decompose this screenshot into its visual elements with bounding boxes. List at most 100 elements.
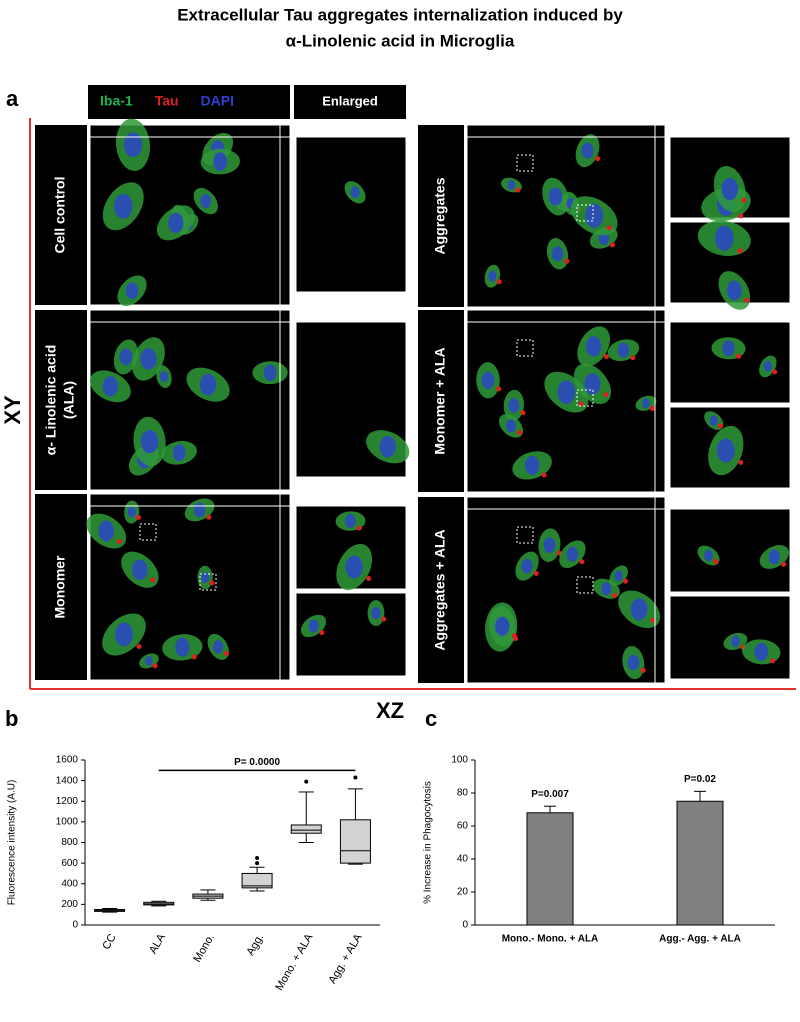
condition-box — [35, 125, 87, 305]
tau-spot — [612, 592, 618, 598]
nucleus — [145, 656, 153, 666]
nucleus — [194, 502, 206, 518]
tau-spot — [511, 633, 517, 639]
tau-spot — [515, 187, 521, 193]
title-line: α-Linolenic acid in Microglia — [286, 31, 515, 50]
y-axis-label: Fluorescence intensity (A.U) — [7, 780, 18, 906]
tau-spot — [609, 242, 615, 248]
tau-spot — [606, 225, 612, 231]
x-tick-label: Mono.- Mono. + ALA — [502, 934, 599, 945]
tau-spot — [356, 525, 362, 531]
y-tick-label: 800 — [61, 837, 78, 848]
tau-spot — [650, 617, 656, 623]
roi-box — [576, 576, 594, 594]
channel-label: Tau — [155, 93, 179, 109]
annotation: P=0.02 — [684, 774, 716, 785]
x-tick-label: CC — [100, 932, 118, 952]
y-tick-label: 1000 — [56, 817, 79, 828]
nucleus — [200, 194, 212, 209]
micrograph — [295, 136, 407, 293]
tau-spot — [136, 643, 142, 649]
tau-spot — [564, 258, 570, 264]
outlier — [255, 861, 260, 866]
y-tick-label: 100 — [451, 755, 468, 766]
tau-spot — [640, 667, 646, 673]
tau-spot — [116, 538, 122, 544]
tau-spot — [772, 369, 778, 375]
nucleus — [507, 180, 516, 191]
annotation: P= 0.0000 — [234, 757, 280, 768]
tau-spot — [579, 559, 585, 565]
header-box — [88, 85, 290, 119]
tau-spot — [319, 630, 325, 636]
nucleus — [495, 616, 510, 636]
nucleus — [716, 438, 735, 463]
tau-spot — [578, 401, 584, 407]
enlarged-header: Enlarged — [322, 93, 378, 108]
nucleus — [763, 360, 772, 372]
channel-label: DAPI — [201, 93, 234, 109]
nucleus — [175, 637, 190, 657]
condition-box — [35, 494, 87, 680]
tau-spot — [520, 410, 526, 416]
micrographs: Cell control α- Linolenic acid (ALA) Monome… — [35, 118, 791, 684]
nucleus — [140, 348, 157, 370]
tau-spot — [737, 248, 743, 254]
nucleus — [704, 549, 713, 562]
nucleus — [113, 193, 133, 219]
condition-label: (ALA) — [61, 381, 77, 419]
nucleus — [557, 380, 576, 405]
tau-spot — [381, 616, 387, 622]
box — [241, 872, 273, 889]
nucleus — [159, 371, 168, 383]
roi-box — [516, 154, 534, 172]
outlier — [353, 775, 358, 780]
nucleus — [115, 622, 133, 647]
nucleus — [350, 186, 360, 199]
nucleus — [551, 246, 564, 262]
nucleus — [345, 514, 356, 529]
nucleus — [714, 225, 734, 251]
tau-spot — [603, 392, 609, 398]
nucleus — [543, 537, 556, 554]
outlier — [304, 779, 309, 784]
y-tick-label: 0 — [462, 920, 468, 931]
nucleus — [263, 364, 277, 381]
tau-spot — [741, 197, 747, 203]
condition-label: Cell control — [52, 176, 68, 253]
axis-label: XZ — [376, 698, 404, 723]
nucleus — [125, 282, 139, 300]
roi-box — [199, 573, 217, 591]
nucleus — [627, 654, 640, 671]
tau-spot — [595, 156, 601, 162]
roi-box — [576, 389, 594, 407]
roi-box — [139, 523, 157, 541]
condition-label: Aggregates + ALA — [432, 529, 448, 650]
nucleus — [488, 270, 497, 282]
roi-box — [576, 204, 594, 222]
nucleus — [506, 419, 516, 433]
box — [290, 824, 322, 834]
nucleus — [721, 177, 739, 201]
condition-box — [35, 310, 87, 490]
nucleus — [524, 455, 540, 476]
panel-label: b — [5, 706, 18, 731]
y-tick-label: 40 — [457, 854, 469, 865]
tau-spot — [224, 651, 230, 657]
x-tick-label: ALA — [147, 931, 168, 956]
tau-spot — [623, 578, 629, 584]
annotation: P=0.007 — [531, 789, 569, 800]
nucleus — [768, 549, 780, 565]
channel-label: Iba-1 — [100, 93, 133, 109]
tau-spot — [136, 515, 142, 521]
panel-label: a — [6, 86, 19, 111]
box — [339, 819, 371, 864]
y-tick-label: 80 — [457, 788, 469, 799]
nucleus — [200, 571, 210, 583]
tau-spot — [541, 472, 547, 478]
nucleus — [213, 640, 224, 654]
nucleus — [308, 619, 319, 633]
roi-box — [516, 526, 534, 544]
nucleus — [213, 152, 228, 171]
